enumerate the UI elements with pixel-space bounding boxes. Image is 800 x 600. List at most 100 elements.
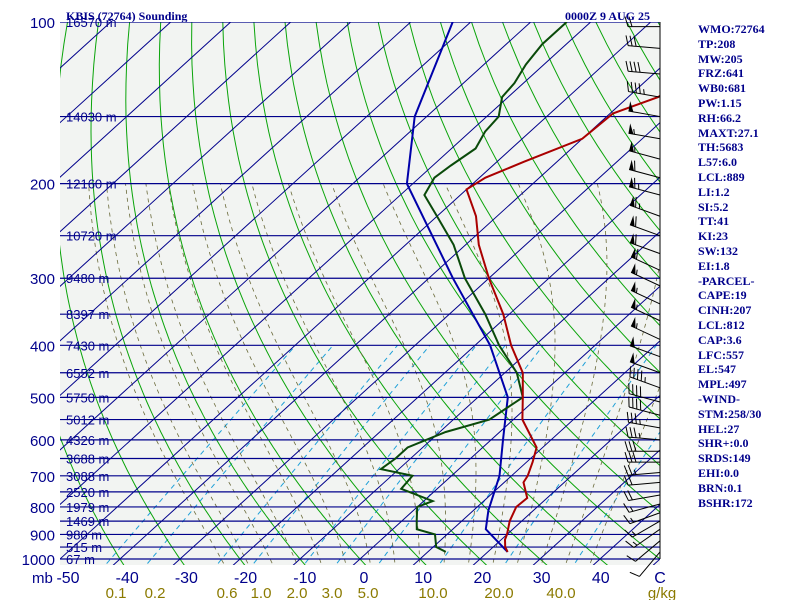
temperature-tick-label: C: [654, 570, 666, 587]
wind-barb-full: [629, 427, 633, 438]
mixing-ratio-line: [303, 344, 477, 565]
moist-adiabat-line: [540, 183, 608, 565]
dry-adiabat-line: [222, 22, 488, 565]
wind-barb: [626, 81, 661, 98]
sounding-index: CINH:207: [698, 303, 752, 318]
wind-barb-pennant: [628, 101, 634, 112]
moist-adiabat-line: [125, 183, 274, 565]
wind-barb-staff: [628, 406, 661, 416]
wind-barb-staff: [628, 481, 661, 486]
wind-barb-full: [629, 35, 633, 47]
height-label: 9480 m: [66, 271, 109, 286]
wind-barb-full: [630, 81, 633, 93]
wind-barb-staff: [628, 471, 661, 476]
wind-barb-full: [629, 366, 632, 377]
wind-barb-half: [631, 531, 637, 536]
height-label: 5750 m: [66, 390, 109, 405]
wind-barb-staff: [630, 325, 661, 340]
temperature-tick-label: 20: [474, 570, 492, 587]
wind-barb-full: [635, 196, 637, 208]
wind-barb-staff: [628, 150, 661, 160]
mixing-ratio-tick-label: 0.1: [106, 585, 127, 600]
wind-barb-half: [630, 517, 635, 523]
wind-barb-half: [643, 89, 645, 95]
dewpoint-trace: [378, 22, 568, 553]
wind-barb-full: [623, 514, 631, 524]
dry-adiabat-line: [253, 22, 548, 565]
wind-barb-staff: [629, 361, 661, 374]
dry-adiabat-line: [90, 22, 246, 565]
mixing-ratio-tick-label: 40.0: [546, 585, 575, 600]
wind-barb-full: [623, 465, 629, 476]
sounding-index: PW:1.15: [698, 95, 742, 110]
isotherm-line: [60, 22, 412, 342]
wind-barb-half: [633, 129, 635, 135]
isotherm-line: [412, 340, 660, 565]
sounding-index: SW:132: [698, 243, 739, 258]
wind-barb-staff: [628, 70, 661, 75]
mixing-ratio-line: [335, 344, 506, 565]
wind-barb: [624, 441, 660, 452]
wind-barb: [624, 451, 660, 463]
wind-barb: [630, 247, 661, 271]
height-label: 1469 m: [66, 514, 109, 529]
moist-adiabat-line: [444, 183, 513, 565]
wind-barb-half: [639, 419, 641, 425]
wind-barb-pennant: [629, 195, 635, 208]
wind-barb-full: [633, 36, 637, 47]
temperature-tick-label: 30: [533, 570, 551, 587]
wind-barb-full: [628, 16, 633, 27]
wind-barb-staff: [628, 110, 661, 118]
sounding-index: BSHR:172: [698, 495, 753, 510]
dry-adiabat-line: [439, 22, 660, 374]
wind-barb-staff: [633, 528, 661, 548]
wind-barb: [628, 177, 661, 196]
wind-barb-full: [625, 426, 629, 438]
wind-barb-pennant: [630, 298, 636, 310]
wind-barb: [628, 141, 661, 160]
pressure-tick-label: 100: [30, 15, 55, 32]
dry-adiabat-line: [125, 22, 306, 565]
isotherm-line: [60, 22, 532, 451]
wind-barb-full: [633, 367, 635, 379]
isotherm-line: [232, 176, 660, 565]
sounding-index: KI:23: [698, 229, 728, 244]
moist-adiabat-line: [167, 183, 323, 565]
wind-barb-full: [629, 571, 640, 577]
wind-barb-half: [632, 541, 638, 546]
wind-barb-full: [625, 35, 629, 46]
wind-barb-full: [634, 82, 637, 94]
moist-adiabat-line: [145, 183, 298, 565]
sounding-index: SRDS:149: [698, 451, 751, 466]
wind-barb: [625, 426, 661, 441]
sounding-index: BRN:0.1: [698, 480, 743, 495]
wind-barb-half: [635, 269, 638, 275]
sounding-index: MW:205: [698, 51, 743, 66]
wind-barb: [625, 60, 661, 75]
dry-adiabat-line: [502, 22, 660, 280]
height-label: 6552 m: [66, 366, 109, 381]
sounding-index: L57:6.0: [698, 155, 737, 170]
temperature-tick-label: -20: [234, 570, 257, 587]
valid-time: 0000Z 9 AUG 25: [565, 9, 651, 23]
pressure-tick-label: 900: [30, 527, 55, 544]
temperature-tick-label: 10: [414, 570, 432, 587]
dry-adiabat-line: [191, 22, 427, 565]
wind-barb: [628, 159, 661, 179]
wind-barb-full: [635, 248, 639, 260]
wind-barb-staff: [632, 520, 661, 538]
wind-barb-pennant: [629, 159, 634, 171]
wind-barb-full: [623, 503, 630, 513]
wind-barb-pennant: [630, 316, 636, 328]
mixing-ratio-tick-label: 1.0: [251, 585, 272, 600]
isotherm-line: [60, 22, 352, 287]
wind-barb-staff: [628, 421, 661, 429]
dry-adiabat-line: [408, 22, 660, 420]
wind-barb-full: [623, 475, 629, 486]
isotherm-line: [112, 67, 660, 565]
wind-barb-full: [627, 490, 633, 501]
wind-barb-full: [625, 540, 635, 548]
wind-barb-full: [638, 83, 641, 94]
temperature-trace: [465, 94, 660, 553]
mixing-ratio-line: [216, 344, 398, 565]
